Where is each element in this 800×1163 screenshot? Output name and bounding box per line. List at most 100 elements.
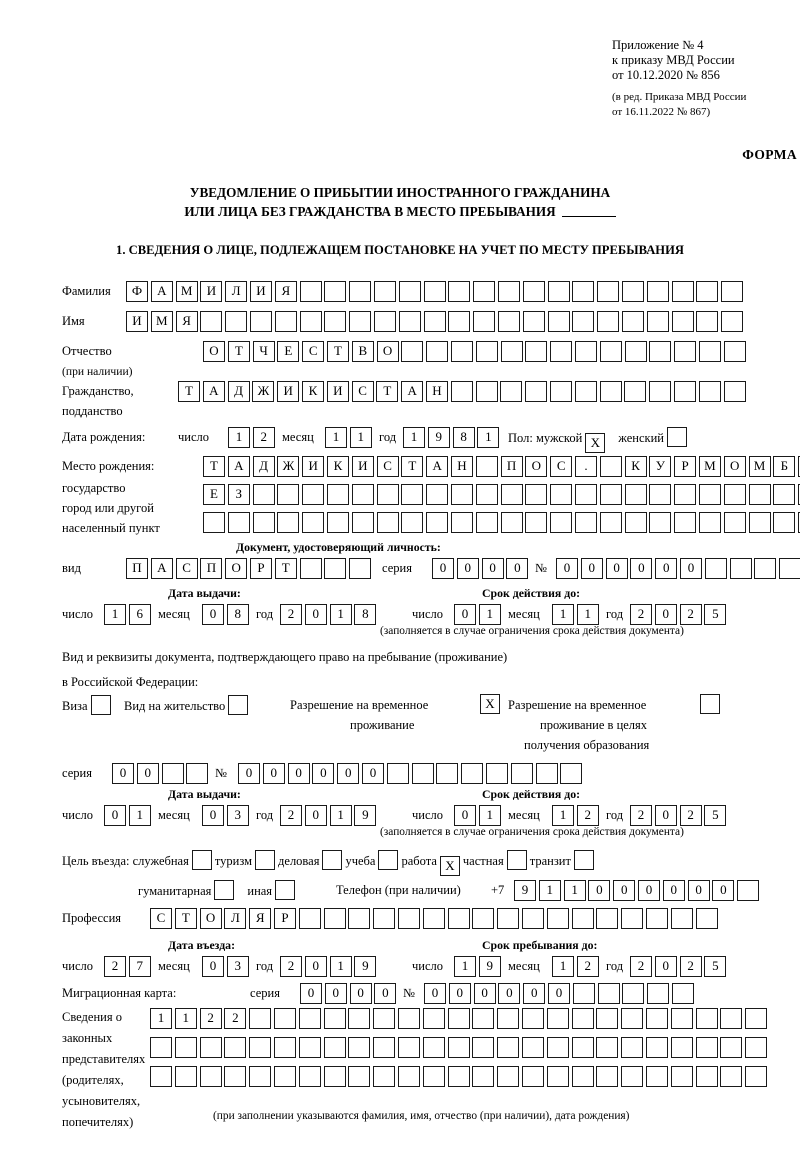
permit-issue-day-input-char-1[interactable]: 0 xyxy=(104,805,126,826)
birthplace-row-1-char-6[interactable]: К xyxy=(326,456,349,477)
patronymic-input-char-17[interactable] xyxy=(599,341,622,362)
representatives-row-2-char-1[interactable] xyxy=(150,1037,172,1058)
representatives-row-3-char-13[interactable] xyxy=(447,1066,470,1087)
name-input-char-2[interactable]: М xyxy=(150,311,173,332)
valid-year-input-char-2[interactable]: 0 xyxy=(654,604,677,625)
birthplace-row-2-char-17[interactable] xyxy=(599,484,622,505)
representatives-row-2-char-9[interactable] xyxy=(348,1037,371,1058)
citizenship-input-char-11[interactable]: Н xyxy=(425,381,448,402)
surname-input-char-10[interactable] xyxy=(349,281,372,302)
birth-day-input-char-2[interactable]: 2 xyxy=(252,427,275,448)
entry-year-input-char-4[interactable]: 9 xyxy=(354,956,377,977)
birthplace-row-2-char-24[interactable] xyxy=(773,484,796,505)
birthplace-row-2-char-10[interactable] xyxy=(426,484,449,505)
representatives-row-2-char-14[interactable] xyxy=(472,1037,495,1058)
birthplace-row-3-char-24[interactable] xyxy=(773,512,796,533)
birthplace-row-3-char-13[interactable] xyxy=(500,512,523,533)
representatives-row-2-char-3[interactable] xyxy=(199,1037,222,1058)
profession-input-char-17[interactable] xyxy=(546,908,569,929)
phone-input-char-9[interactable]: 0 xyxy=(712,880,735,901)
representatives-row-2-char-16[interactable] xyxy=(521,1037,544,1058)
citizenship-input-char-12[interactable] xyxy=(450,381,473,402)
birthplace-row-3-char-1[interactable] xyxy=(203,512,225,533)
permit-number-input-char-8[interactable] xyxy=(411,763,434,784)
purpose-tourism-checkbox[interactable] xyxy=(255,850,276,870)
document-number-input-char-3[interactable]: 0 xyxy=(605,558,628,579)
document-type-input-char-7[interactable]: Т xyxy=(274,558,297,579)
birthplace-row-2-char-2[interactable]: З xyxy=(227,484,250,505)
birthplace-row-3-char-11[interactable] xyxy=(450,512,473,533)
phone-input-char-2[interactable]: 1 xyxy=(538,880,561,901)
birthplace-row-1-char-14[interactable]: О xyxy=(525,456,548,477)
purpose-row-1[interactable]: Цель въезда: служебная туризм деловая учеба… xyxy=(62,850,597,876)
migration-card-number-input-char-3[interactable]: 0 xyxy=(473,983,496,1004)
birthplace-row-1-char-1[interactable]: Т xyxy=(203,456,225,477)
birthplace-row-3-char-17[interactable] xyxy=(599,512,622,533)
birthplace-row-1-char-24[interactable]: Б xyxy=(773,456,796,477)
profession-input-char-23[interactable] xyxy=(695,908,718,929)
representatives-row-1-char-2[interactable]: 1 xyxy=(174,1008,197,1029)
document-number-input-char-8[interactable] xyxy=(729,558,752,579)
permit-number-input-char-12[interactable] xyxy=(510,763,533,784)
birthplace-row-1-char-19[interactable]: У xyxy=(649,456,672,477)
birthplace-row-3-char-23[interactable] xyxy=(748,512,771,533)
birthplace-row-2-char-8[interactable] xyxy=(376,484,399,505)
representatives-row-1-char-14[interactable] xyxy=(472,1008,495,1029)
phone-input-char-6[interactable]: 0 xyxy=(637,880,660,901)
purpose-row-2[interactable]: гуманитарная иная xyxy=(138,880,298,902)
birthplace-row-1-char-9[interactable]: Т xyxy=(401,456,424,477)
permit-issue-year-input-char-3[interactable]: 1 xyxy=(329,805,352,826)
birthplace-row-2-char-4[interactable] xyxy=(277,484,300,505)
representatives-row-3-char-22[interactable] xyxy=(670,1066,693,1087)
name-input-char-3[interactable]: Я xyxy=(175,311,198,332)
birthplace-row-2-char-5[interactable] xyxy=(302,484,325,505)
representatives-row-2-char-12[interactable] xyxy=(422,1037,445,1058)
patronymic-input-char-13[interactable] xyxy=(500,341,523,362)
birthplace-row-1-char-25[interactable] xyxy=(798,456,800,477)
representatives-row-3-char-24[interactable] xyxy=(720,1066,743,1087)
valid-year-input-char-4[interactable]: 5 xyxy=(704,604,727,625)
citizenship-input-char-14[interactable] xyxy=(500,381,523,402)
document-number-input-char-5[interactable]: 0 xyxy=(655,558,678,579)
birthplace-row-2-char-25[interactable] xyxy=(798,484,800,505)
birth-year-input-char-3[interactable]: 8 xyxy=(452,427,475,448)
profession-input-char-4[interactable]: Л xyxy=(224,908,247,929)
birthplace-row-3-char-8[interactable] xyxy=(376,512,399,533)
name-input-char-8[interactable] xyxy=(299,311,322,332)
birthplace-row-1-char-5[interactable]: И xyxy=(302,456,325,477)
permit-valid-day-input-char-2[interactable]: 1 xyxy=(478,805,501,826)
citizenship-input-char-9[interactable]: Т xyxy=(376,381,399,402)
citizenship-input-char-15[interactable] xyxy=(525,381,548,402)
birthplace-row-3-char-5[interactable] xyxy=(302,512,325,533)
stay-year-input-char-1[interactable]: 2 xyxy=(630,956,652,977)
birthplace-row-2-char-6[interactable] xyxy=(326,484,349,505)
patronymic-input-char-19[interactable] xyxy=(649,341,672,362)
birth-day-input-char-1[interactable]: 1 xyxy=(228,427,250,448)
citizenship-input-char-3[interactable]: Д xyxy=(227,381,250,402)
stay-month-input-char-1[interactable]: 1 xyxy=(552,956,574,977)
permit-series-input-char-4[interactable] xyxy=(186,763,209,784)
name-input-char-25[interactable] xyxy=(721,311,744,332)
document-number-input-char-10[interactable] xyxy=(779,558,800,579)
patronymic-input-char-12[interactable] xyxy=(475,341,498,362)
surname-input-char-14[interactable] xyxy=(448,281,471,302)
surname-input-char-24[interactable] xyxy=(696,281,719,302)
permit-valid-year-input-char-2[interactable]: 0 xyxy=(654,805,677,826)
birth-year-input-char-4[interactable]: 1 xyxy=(477,427,500,448)
birthplace-row-1-char-17[interactable] xyxy=(599,456,622,477)
name-input-char-24[interactable] xyxy=(696,311,719,332)
permit-residence-option[interactable]: Вид на жительство xyxy=(124,695,251,717)
purpose-official-checkbox[interactable] xyxy=(191,850,212,870)
surname-input-char-16[interactable] xyxy=(497,281,520,302)
issue-month-input-char-1[interactable]: 0 xyxy=(202,604,224,625)
name-input-char-16[interactable] xyxy=(497,311,520,332)
representatives-row-2-char-10[interactable] xyxy=(373,1037,396,1058)
name-input-char-17[interactable] xyxy=(522,311,545,332)
birthplace-row-1-char-20[interactable]: Р xyxy=(674,456,697,477)
migration-card-number-input-char-4[interactable]: 0 xyxy=(498,983,521,1004)
